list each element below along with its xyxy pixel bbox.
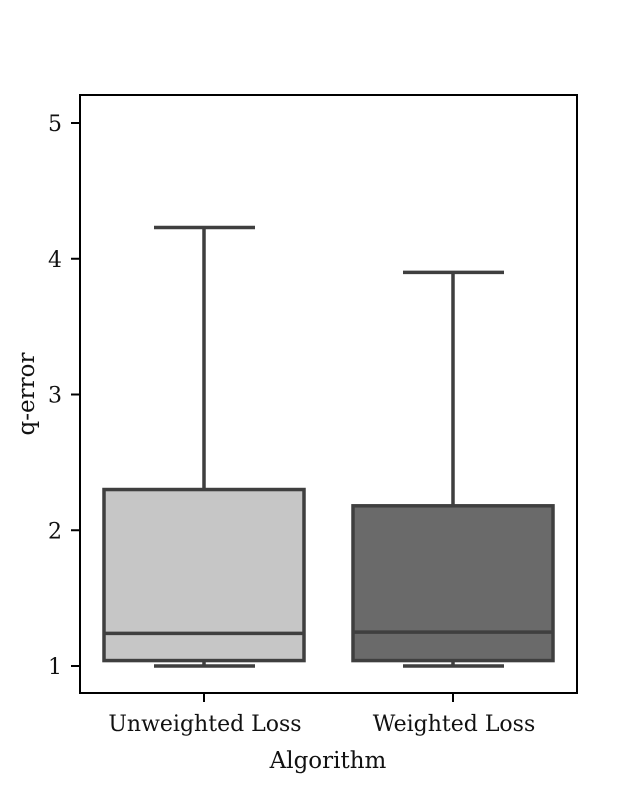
x-tick-label: Unweighted Loss xyxy=(108,712,301,737)
x-axis-ticks: Unweighted Loss Weighted Loss xyxy=(108,693,535,737)
y-tick-label: 4 xyxy=(48,248,62,273)
y-tick-label: 3 xyxy=(48,384,62,409)
boxes-group xyxy=(102,225,555,668)
x-tick-label: Weighted Loss xyxy=(373,712,536,737)
y-axis-label: q-error xyxy=(14,353,40,436)
x-axis-label: Algorithm xyxy=(269,748,387,774)
y-tick-label: 5 xyxy=(48,112,62,137)
y-tick-label: 1 xyxy=(48,655,62,680)
box-unweighted-loss xyxy=(102,225,306,668)
box-weighted-loss xyxy=(351,270,555,668)
y-axis-ticks: 1 2 3 4 5 xyxy=(48,112,80,680)
iqr-box xyxy=(351,504,555,663)
y-tick-label: 2 xyxy=(48,519,62,544)
